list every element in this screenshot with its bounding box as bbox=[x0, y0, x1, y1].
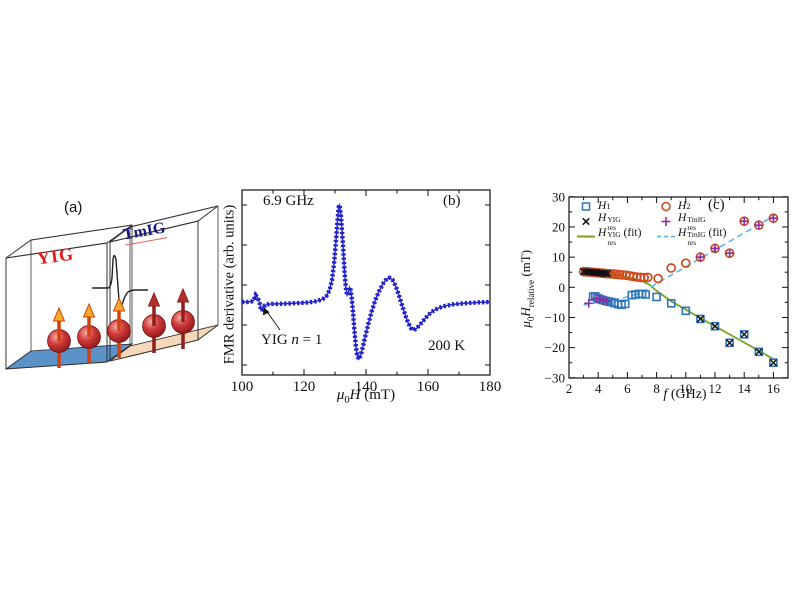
svg-text:0: 0 bbox=[559, 280, 566, 295]
legend-item-plus: H TmIG res bbox=[656, 212, 784, 231]
square-marker-icon bbox=[581, 202, 591, 211]
dashed-marker-icon bbox=[657, 235, 675, 238]
svg-text:30: 30 bbox=[552, 189, 565, 204]
panel-c-y-axis-label: μ0Hrelative (mT) bbox=[518, 249, 536, 328]
series-Hres_YIG_fit bbox=[583, 270, 774, 360]
panel-b-plot: 100 120 140 160 180 bbox=[231, 189, 502, 395]
series-Hres_YIG bbox=[579, 267, 778, 367]
svg-text:20: 20 bbox=[552, 219, 565, 234]
panel-b-y-axis-label: FMR derivative (arb. units) bbox=[221, 204, 238, 365]
legend-item-square: H1 bbox=[576, 199, 656, 214]
panel-b-frequency-annotation: 6.9 GHz bbox=[263, 193, 314, 209]
panel-b-annotation-arrow bbox=[262, 307, 281, 331]
svg-text:140: 140 bbox=[355, 379, 378, 395]
svg-text:6: 6 bbox=[624, 381, 631, 396]
panel-c-plot: 2 4 6 8 10 12 14 16 −30 −20 −10 0 10 20 30 bbox=[545, 189, 789, 396]
svg-text:16: 16 bbox=[767, 381, 781, 396]
panel-b-x-axis-label: μ0H (mT) bbox=[336, 387, 396, 406]
svg-text:10: 10 bbox=[679, 381, 692, 396]
x-marker-icon bbox=[582, 217, 590, 226]
yig-spin bbox=[47, 306, 71, 368]
circle-marker-icon bbox=[661, 201, 671, 212]
panel-c-label: (c) bbox=[708, 197, 725, 213]
series-Hres_TmIG bbox=[584, 213, 778, 308]
svg-text:100: 100 bbox=[231, 379, 254, 395]
line-marker-icon bbox=[577, 235, 595, 238]
svg-text:−10: −10 bbox=[545, 310, 565, 325]
svg-text:120: 120 bbox=[293, 379, 316, 395]
tmig-spin bbox=[171, 287, 195, 349]
svg-text:4: 4 bbox=[595, 381, 602, 396]
yig-substrate-floor bbox=[4, 343, 134, 370]
panel-a-schematic bbox=[4, 205, 219, 370]
svg-text:12: 12 bbox=[709, 381, 722, 396]
panel-b-label: (b) bbox=[443, 193, 461, 209]
svg-text:8: 8 bbox=[653, 381, 660, 396]
legend-item-circle: H2 bbox=[656, 199, 784, 214]
yig-spin bbox=[77, 302, 101, 364]
tmig-spin bbox=[142, 291, 166, 353]
series-H1 bbox=[588, 289, 778, 368]
panel-b-mode-annotation: YIG n = 1 bbox=[261, 332, 323, 348]
panel-c-x-axis-label: f (GHz) bbox=[663, 387, 707, 402]
plus-marker-icon bbox=[661, 217, 671, 226]
svg-text:10: 10 bbox=[552, 250, 565, 265]
yig-spin bbox=[107, 296, 131, 358]
panel-c-legend: H1 H2 H YIG res H TmIG res H YIG res (fit) H TmIG res… bbox=[576, 199, 784, 246]
legend-item-line: H YIG res (fit) bbox=[576, 227, 656, 246]
interface-fmr-squiggle bbox=[92, 254, 148, 307]
svg-text:14: 14 bbox=[738, 381, 752, 396]
svg-text:160: 160 bbox=[417, 379, 440, 395]
series-Hres_TmIG_fit bbox=[583, 215, 774, 306]
svg-text:−20: −20 bbox=[545, 340, 565, 355]
svg-text:180: 180 bbox=[479, 379, 502, 395]
panel-b-temperature-annotation: 200 K bbox=[428, 338, 466, 354]
panel-a-label: (a) bbox=[64, 199, 83, 216]
legend-item-x: H YIG res bbox=[576, 212, 656, 231]
svg-text:−30: −30 bbox=[545, 370, 565, 385]
legend-item-dashed: H TmIG res (fit) bbox=[656, 227, 784, 246]
panel-b-curve bbox=[242, 197, 491, 365]
svg-text:2: 2 bbox=[566, 381, 573, 396]
